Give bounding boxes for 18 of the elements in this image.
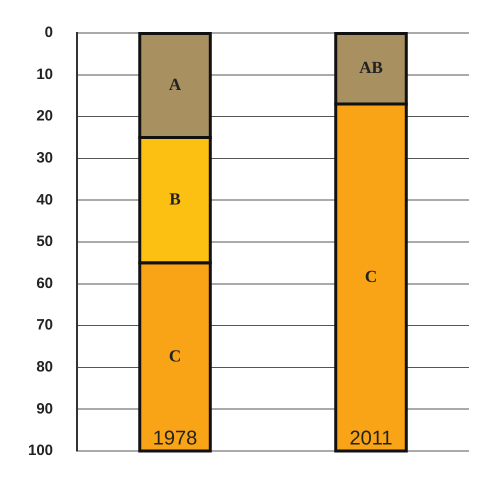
data-label: C (364, 266, 378, 286)
y-tick-label: 40 (36, 191, 54, 208)
y-tick-label: 80 (36, 358, 54, 376)
y-tick-label: 90 (36, 400, 54, 418)
y-tick-label: 70 (36, 316, 54, 334)
data-label: A (168, 74, 182, 94)
data-label: C (168, 346, 182, 366)
y-tick-label: 50 (36, 233, 54, 250)
y-tick-label: 0 (44, 24, 54, 42)
x-tick-label: 1978 (152, 428, 198, 450)
y-tick-label: 30 (36, 150, 54, 167)
y-tick-label: 10 (36, 66, 54, 83)
y-tick-label: 60 (36, 274, 54, 292)
x-tick-label: 2011 (350, 428, 393, 450)
y-tick-label: 20 (36, 108, 54, 125)
y-tick-label: 100 (28, 442, 54, 460)
data-label: B (169, 190, 181, 209)
data-label: AB (359, 58, 383, 78)
